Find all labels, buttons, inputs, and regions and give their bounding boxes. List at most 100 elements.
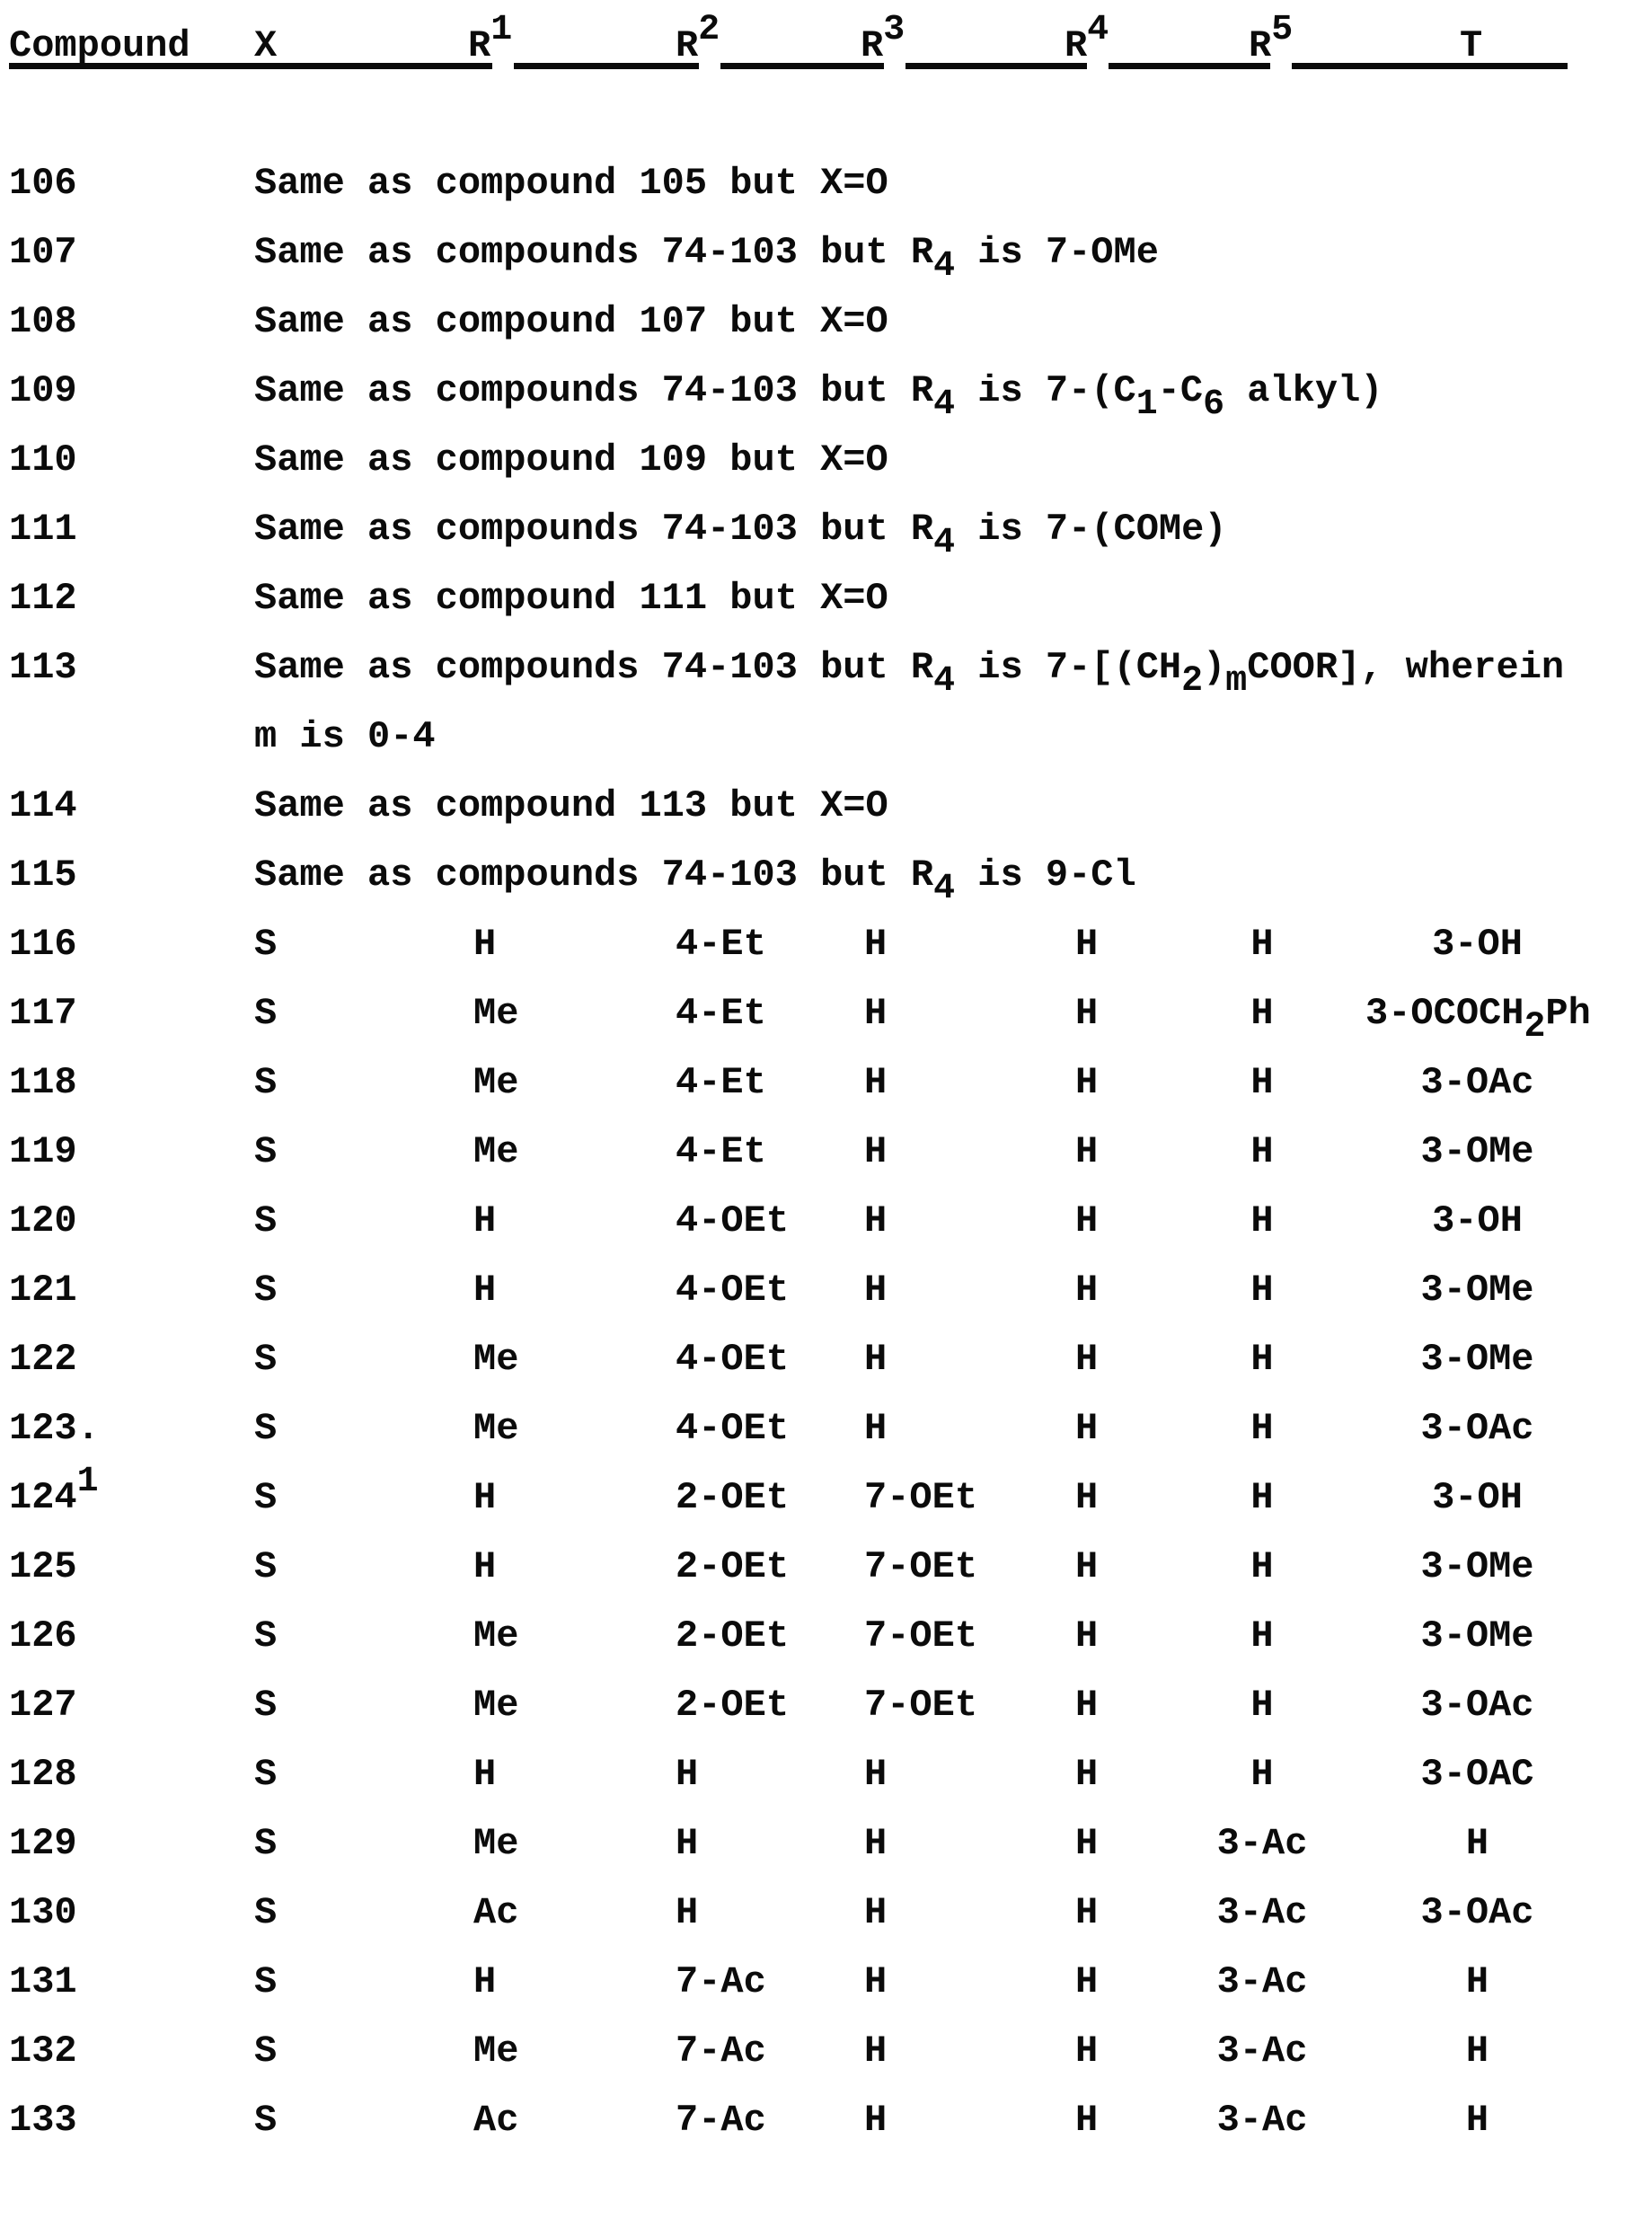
cell-r5: 3-Ac <box>1216 1960 1308 2003</box>
compound-number: 131 <box>9 1960 77 2003</box>
table-row: 125 S H 2-OEt 7-OEt H H 3-OMe <box>0 1533 1652 1602</box>
cell-x: S <box>254 1822 278 1865</box>
compound-number: 115 <box>9 853 77 897</box>
table-row: 107 Same as compounds 74-103 but R4 is 7… <box>0 218 1652 287</box>
cell-t: 3-OAc <box>1420 1061 1534 1104</box>
compound-note: Same as compound 113 but X=O <box>254 772 1589 841</box>
cell-r1: Me <box>473 1338 519 1381</box>
column-header-label: T <box>1460 24 1483 67</box>
cell-r3: H <box>864 1199 888 1242</box>
cell-r5: H <box>1250 1130 1274 1173</box>
table-row: 129 S Me H H H 3-Ac H <box>0 1809 1652 1879</box>
column-header-label: R <box>1249 24 1272 67</box>
cell-t: 3-OAc <box>1420 1891 1534 1934</box>
cell-r4: H <box>1075 1407 1099 1450</box>
subscript: 4 <box>933 384 956 425</box>
cell-r3: H <box>864 1061 888 1104</box>
subscript: 4 <box>933 660 956 702</box>
cell-r1: Me <box>473 1130 519 1173</box>
cell-r1: H <box>473 1545 497 1588</box>
cell-t: 3-OMe <box>1420 1545 1534 1588</box>
cell-r3: H <box>864 2029 888 2073</box>
note-line: Same as compounds 74-103 but R4 is 9-Cl <box>254 853 1136 909</box>
column-header-superscript: 2 <box>698 8 720 49</box>
cell-r4: H <box>1075 1891 1099 1934</box>
cell-r4: H <box>1075 992 1099 1035</box>
cell-r1: Me <box>473 1061 519 1104</box>
cell-r4: H <box>1075 2029 1099 2073</box>
cell-r3: H <box>864 1269 888 1312</box>
compound-number: 117 <box>9 992 77 1035</box>
table-row: 108 Same as compound 107 but X=O <box>0 287 1652 357</box>
table-row: 115 Same as compounds 74-103 but R4 is 9… <box>0 841 1652 910</box>
cell-r1: Me <box>473 1684 519 1727</box>
table-row: 1241 S H 2-OEt 7-OEt H H 3-OH <box>0 1461 1652 1533</box>
cell-r1: Me <box>473 1822 519 1865</box>
cell-r2: 7-Ac <box>676 1960 766 2003</box>
cell-x: S <box>254 1130 278 1173</box>
compound-number: 128 <box>9 1753 77 1796</box>
table-row: 113 Same as compounds 74-103 but R4 is 7… <box>0 633 1652 772</box>
cell-r3: H <box>864 1960 888 2003</box>
cell-t: H <box>1465 2029 1489 2073</box>
cell-r4: H <box>1075 1545 1099 1588</box>
table-row: 128 S H H H H H 3-OAC <box>0 1740 1652 1809</box>
cell-r5: 3-Ac <box>1216 1822 1308 1865</box>
cell-x: S <box>254 1545 278 1588</box>
compound-number: 121 <box>9 1269 77 1312</box>
subscript: 1 <box>1135 384 1158 425</box>
column-header-r4: R4 <box>1065 11 1109 65</box>
table-row: 111 Same as compounds 74-103 but R4 is 7… <box>0 495 1652 564</box>
cell-x: S <box>254 2029 278 2073</box>
compound-note: Same as compounds 74-103 but R4 is 7-[(C… <box>254 633 1589 772</box>
cell-r1: H <box>473 1269 497 1312</box>
cell-r1: H <box>473 1753 497 1796</box>
column-header-label: X <box>254 24 278 67</box>
cell-t: 3-OH <box>1432 1476 1523 1519</box>
cell-r5: H <box>1250 923 1274 966</box>
cell-r3: H <box>864 1130 888 1173</box>
compound-number: 123. <box>9 1407 100 1450</box>
cell-r4: H <box>1075 2099 1099 2142</box>
cell-r3: 7-OEt <box>864 1545 978 1588</box>
cell-r4: H <box>1075 1130 1099 1173</box>
cell-r3: H <box>864 1891 888 1934</box>
compound-note: Same as compounds 74-103 but R4 is 7-OMe <box>254 218 1589 287</box>
compound-note: Same as compound 107 but X=O <box>254 287 1589 357</box>
cell-t: 3-OAc <box>1420 1684 1534 1727</box>
column-header-superscript: 4 <box>1087 8 1109 49</box>
cell-r3: 7-OEt <box>864 1614 978 1658</box>
table-row: 122 S Me 4-OEt H H H 3-OMe <box>0 1325 1652 1394</box>
compound-number: 127 <box>9 1684 77 1727</box>
table-row: 117 S Me 4-Et H H H 3-OCOCH2Ph <box>0 979 1652 1048</box>
table-row: 126 S Me 2-OEt 7-OEt H H 3-OMe <box>0 1602 1652 1671</box>
cell-r1: Me <box>473 1614 519 1658</box>
compound-number: 111 <box>9 508 77 551</box>
table-row: 127 S Me 2-OEt 7-OEt H H 3-OAc <box>0 1671 1652 1740</box>
table-row: 114 Same as compound 113 but X=O <box>0 772 1652 841</box>
table-row: 123. S Me 4-OEt H H H 3-OAc <box>0 1394 1652 1463</box>
compound-number: 114 <box>9 784 77 827</box>
compound-number: 108 <box>9 300 77 343</box>
compound-number: 132 <box>9 2029 77 2073</box>
subscript: 4 <box>933 245 956 287</box>
header-underline-segment <box>1292 63 1568 69</box>
compound-number: 112 <box>9 577 77 620</box>
cell-r3: H <box>864 1407 888 1450</box>
table-row: 133 S Ac 7-Ac H H 3-Ac H <box>0 2086 1652 2155</box>
cell-r5: 3-Ac <box>1216 1891 1308 1934</box>
cell-t: H <box>1465 1822 1489 1865</box>
cell-x: S <box>254 992 278 1035</box>
cell-r2: 2-OEt <box>676 1614 790 1658</box>
cell-t: 3-OMe <box>1420 1338 1534 1381</box>
cell-r2: 2-OEt <box>676 1684 790 1727</box>
cell-t: 3-OMe <box>1420 1269 1534 1312</box>
cell-x: S <box>254 1199 278 1242</box>
column-header-r1: R1 <box>468 11 512 65</box>
subscript: m <box>1225 660 1248 702</box>
cell-x: S <box>254 1960 278 2003</box>
cell-r1: Me <box>473 2029 519 2073</box>
cell-r4: H <box>1075 1684 1099 1727</box>
cell-r4: H <box>1075 1753 1099 1796</box>
